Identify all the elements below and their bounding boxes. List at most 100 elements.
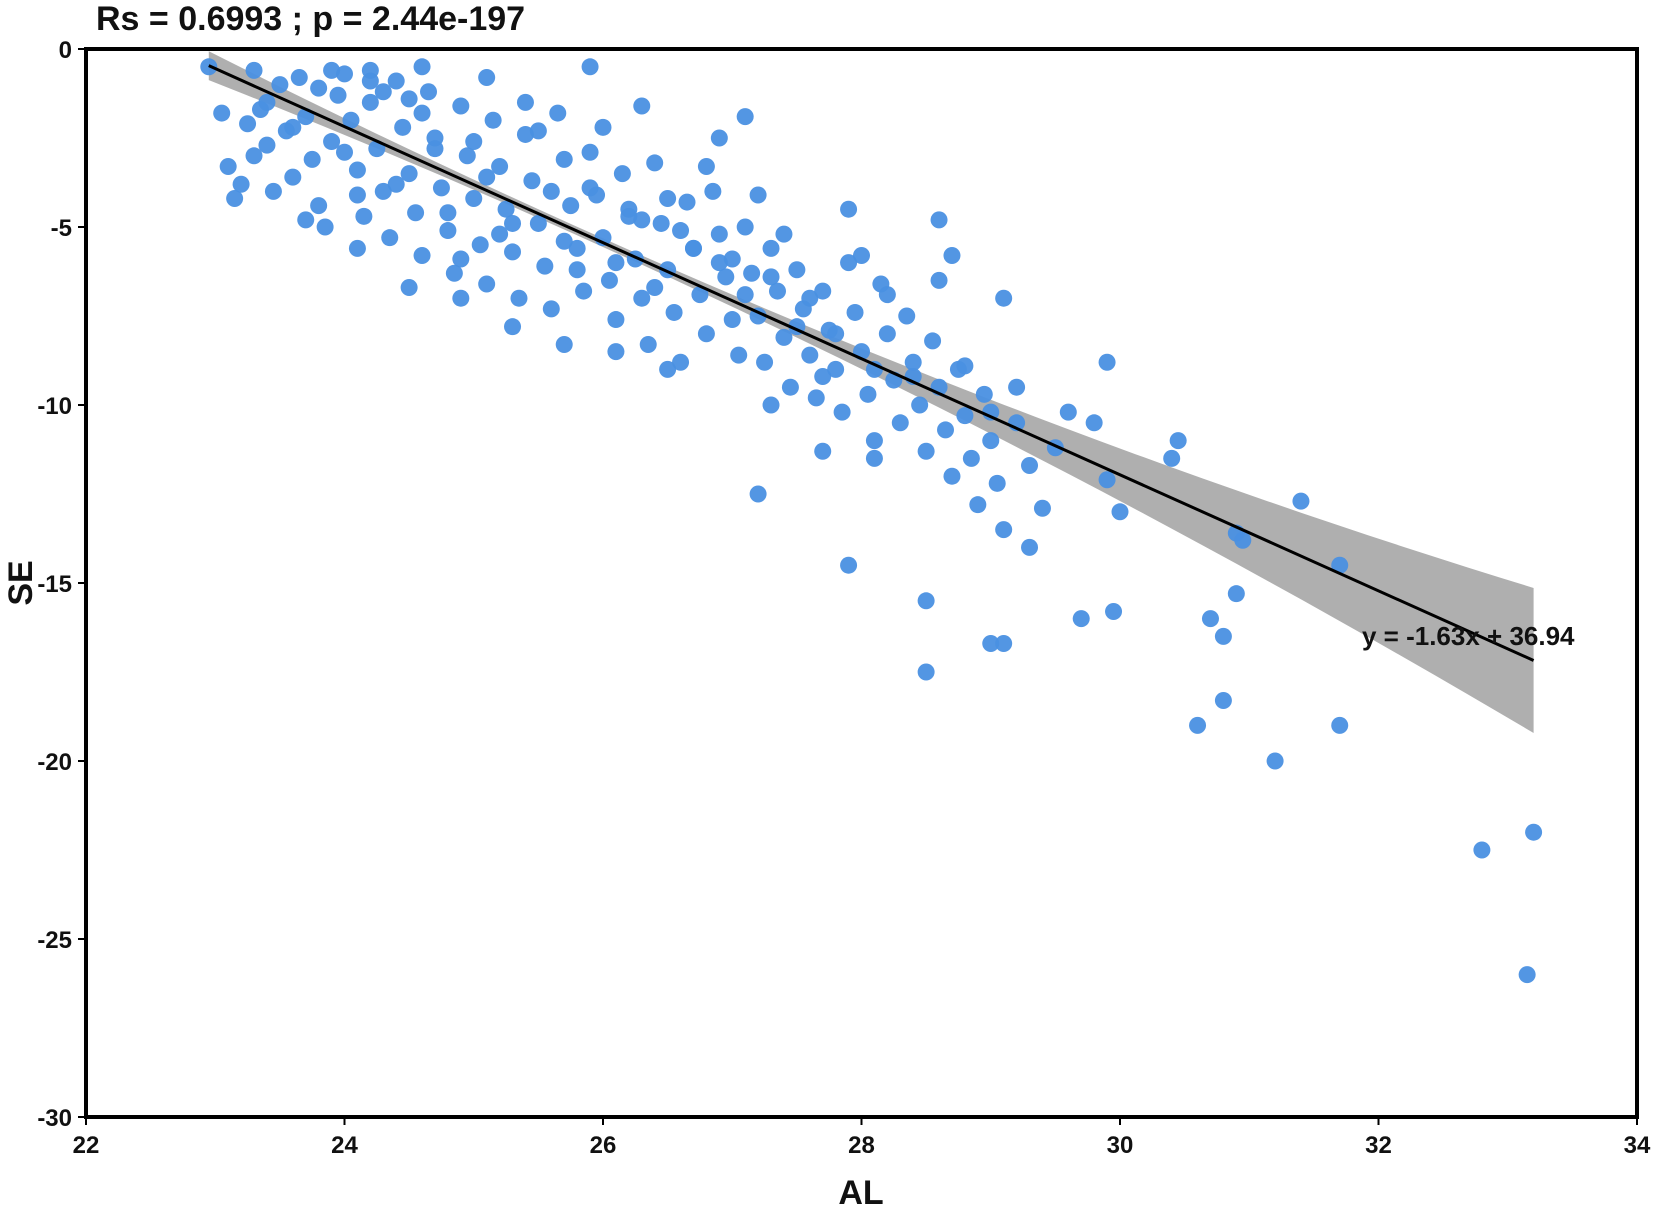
- data-point: [904, 353, 922, 371]
- data-point: [290, 68, 308, 86]
- data-point: [439, 204, 457, 222]
- data-point: [510, 289, 528, 307]
- y-tick-label: -30: [37, 1105, 72, 1132]
- data-point: [465, 133, 483, 151]
- data-point: [581, 58, 599, 76]
- y-tick-label: -20: [37, 749, 72, 776]
- data-point: [924, 332, 942, 350]
- chart-title: Rs = 0.6993 ; p = 2.44e-197: [96, 0, 525, 38]
- data-point: [917, 663, 935, 681]
- data-point: [355, 207, 373, 225]
- data-point: [736, 108, 754, 126]
- data-point: [1021, 538, 1039, 556]
- y-tick-label: 0: [59, 37, 72, 64]
- data-point: [452, 97, 470, 115]
- data-point: [400, 279, 418, 297]
- data-point: [775, 328, 793, 346]
- data-point: [807, 389, 825, 407]
- data-point: [633, 211, 651, 229]
- data-point: [659, 360, 677, 378]
- data-point: [1169, 432, 1187, 450]
- data-point: [865, 449, 883, 467]
- data-point: [381, 229, 399, 247]
- data-point: [323, 133, 341, 151]
- data-point: [865, 432, 883, 450]
- fit-line: [208, 64, 1535, 662]
- data-point: [749, 186, 767, 204]
- data-point: [452, 250, 470, 268]
- data-point: [348, 239, 366, 257]
- data-point: [801, 346, 819, 364]
- data-point: [607, 343, 625, 361]
- data-point: [607, 254, 625, 272]
- data-point: [833, 403, 851, 421]
- data-point: [911, 396, 929, 414]
- data-point: [361, 93, 379, 111]
- data-point: [484, 111, 502, 129]
- y-axis-title: SE: [2, 560, 40, 605]
- data-point: [542, 182, 560, 200]
- data-point: [1111, 503, 1129, 521]
- data-point: [814, 368, 832, 386]
- data-point: [1085, 414, 1103, 432]
- data-point: [258, 136, 276, 154]
- data-point: [917, 592, 935, 610]
- data-point: [684, 239, 702, 257]
- data-point: [749, 485, 767, 503]
- confidence-band: [208, 51, 1534, 733]
- data-point: [846, 303, 864, 321]
- data-point: [413, 58, 431, 76]
- data-point: [407, 204, 425, 222]
- x-tick-label: 24: [331, 1132, 358, 1159]
- data-point: [613, 165, 631, 183]
- data-point: [387, 175, 405, 193]
- data-point: [1266, 752, 1284, 770]
- data-point: [1163, 449, 1181, 467]
- data-point: [982, 432, 1000, 450]
- data-point: [297, 211, 315, 229]
- data-point: [555, 150, 573, 168]
- x-tick-label: 30: [1107, 1132, 1134, 1159]
- data-point: [452, 289, 470, 307]
- data-point: [840, 200, 858, 218]
- data-point: [374, 182, 392, 200]
- data-point: [762, 396, 780, 414]
- data-point: [1098, 353, 1116, 371]
- data-point: [827, 325, 845, 343]
- data-point: [717, 268, 735, 286]
- data-point: [633, 289, 651, 307]
- y-tick-label: -25: [37, 927, 72, 954]
- data-point: [284, 118, 302, 136]
- confidence-band-area: [208, 51, 1534, 733]
- data-point: [226, 190, 244, 208]
- data-point: [1227, 585, 1245, 603]
- data-point: [594, 118, 612, 136]
- y-tick-label: -10: [37, 393, 72, 420]
- data-point: [1072, 610, 1090, 628]
- data-point: [374, 83, 392, 101]
- data-point: [723, 311, 741, 329]
- data-point: [840, 254, 858, 272]
- y-tick-label: -15: [37, 571, 72, 598]
- data-point: [982, 635, 1000, 653]
- regression-line: [208, 64, 1535, 662]
- data-point: [1105, 602, 1123, 620]
- data-point: [620, 200, 638, 218]
- data-point: [878, 286, 896, 304]
- data-point: [969, 496, 987, 514]
- x-axis-title: AL: [838, 1174, 883, 1208]
- data-point: [1518, 966, 1536, 984]
- data-point: [413, 104, 431, 122]
- data-point: [387, 72, 405, 90]
- data-point: [568, 261, 586, 279]
- data-point: [581, 179, 599, 197]
- data-point: [762, 268, 780, 286]
- data-point: [400, 165, 418, 183]
- data-point: [504, 243, 522, 261]
- data-point: [432, 179, 450, 197]
- data-point: [323, 61, 341, 79]
- data-point: [465, 190, 483, 208]
- data-point: [420, 83, 438, 101]
- data-point: [859, 385, 877, 403]
